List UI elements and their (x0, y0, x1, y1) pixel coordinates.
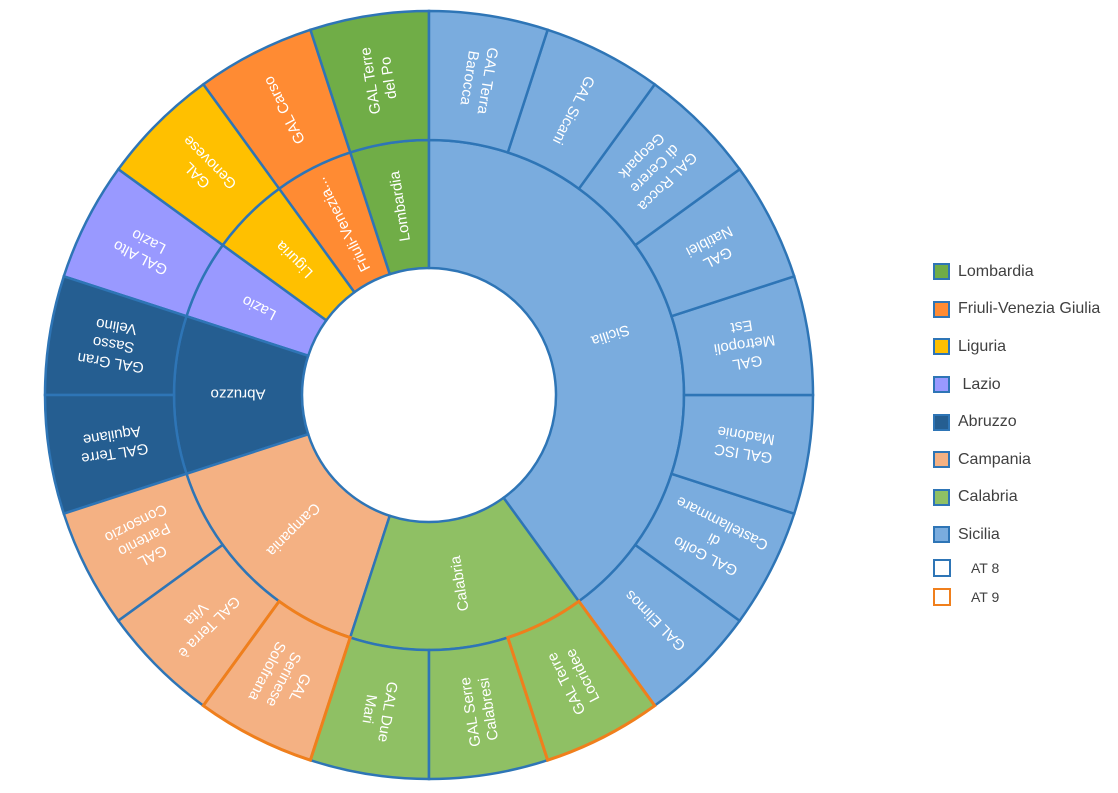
outer-segment-gal-partenio-consorzio (62, 472, 225, 623)
legend-label: Sicilia (958, 525, 1000, 543)
outer-segment-gal-natiblei (633, 167, 796, 318)
outer-segment-gal-sicani (506, 28, 657, 191)
legend-item-lazio: Lazio (933, 366, 1118, 404)
legend-label: Lazio (958, 375, 1001, 393)
at9-border-gal-terre-locridee (505, 599, 657, 763)
legend-item-liguria: Liguria (933, 328, 1118, 366)
outer-segment-gal-isc-madonie (669, 393, 815, 516)
legend-item-campania: Campania (933, 441, 1118, 479)
outer-segment-gal-terra-vita (116, 543, 281, 708)
legend-label: AT 9 (971, 589, 1000, 606)
legend-swatch (933, 338, 950, 356)
legend-item-calabria: Calabria (933, 479, 1118, 517)
outer-segment-gal-rocca-di-cerere-geopark (577, 82, 742, 247)
inner-label-abruzzo: Abruzzo (210, 386, 265, 403)
legend-item-abruzzo: Abruzzo (933, 403, 1118, 441)
legend: Lombardia Friuli-Venezia Giulia Liguria La… (933, 253, 1118, 612)
outer-label-gal-terra-barocca: GAL TerraBarocca (455, 43, 501, 116)
legend-label: Liguria (958, 337, 1007, 355)
legend-label: Friuli-Venezia Giulia (958, 300, 1101, 318)
legend-item-sicilia: Sicilia (933, 516, 1118, 554)
legend-border-item-at-9: AT 9 (933, 583, 1118, 612)
outer-segment-gal-terra-barocca (427, 9, 550, 155)
legend-swatch (933, 413, 950, 431)
legend-border-item-at-8: AT 8 (933, 554, 1118, 583)
legend-swatch (933, 376, 950, 394)
outer-segment-gal-golfo-di-castellammare (633, 472, 796, 623)
legend-swatch (933, 300, 950, 318)
legend-label: Calabria (958, 488, 1018, 506)
legend-swatch (933, 263, 950, 281)
legend-swatch (933, 526, 950, 544)
legend-swatch (933, 451, 950, 469)
at9-border-gal-serinese-solofrana (201, 599, 353, 763)
legend-swatch (933, 559, 951, 578)
legend-swatch (933, 588, 951, 607)
legend-item-friuli-venezia-giulia: Friuli-Venezia Giulia (933, 291, 1118, 329)
outer-segment-gal-gran-sasso-velino (43, 274, 189, 397)
outer-segment-gal-alto-lazio (62, 167, 225, 318)
outer-label-gal-gran-sasso-velino: GAL GranSassoVelino (76, 313, 151, 376)
legend-label: AT 8 (971, 560, 1000, 577)
outer-segment-gal-carso (201, 28, 352, 191)
legend-label: Lombardia (958, 262, 1034, 280)
outer-segment-gal-genovese (116, 82, 281, 247)
legend-item-lombardia: Lombardia (933, 253, 1118, 291)
legend-swatch (933, 488, 950, 506)
legend-label: Campania (958, 450, 1031, 468)
legend-label: Abruzzo (958, 413, 1017, 431)
